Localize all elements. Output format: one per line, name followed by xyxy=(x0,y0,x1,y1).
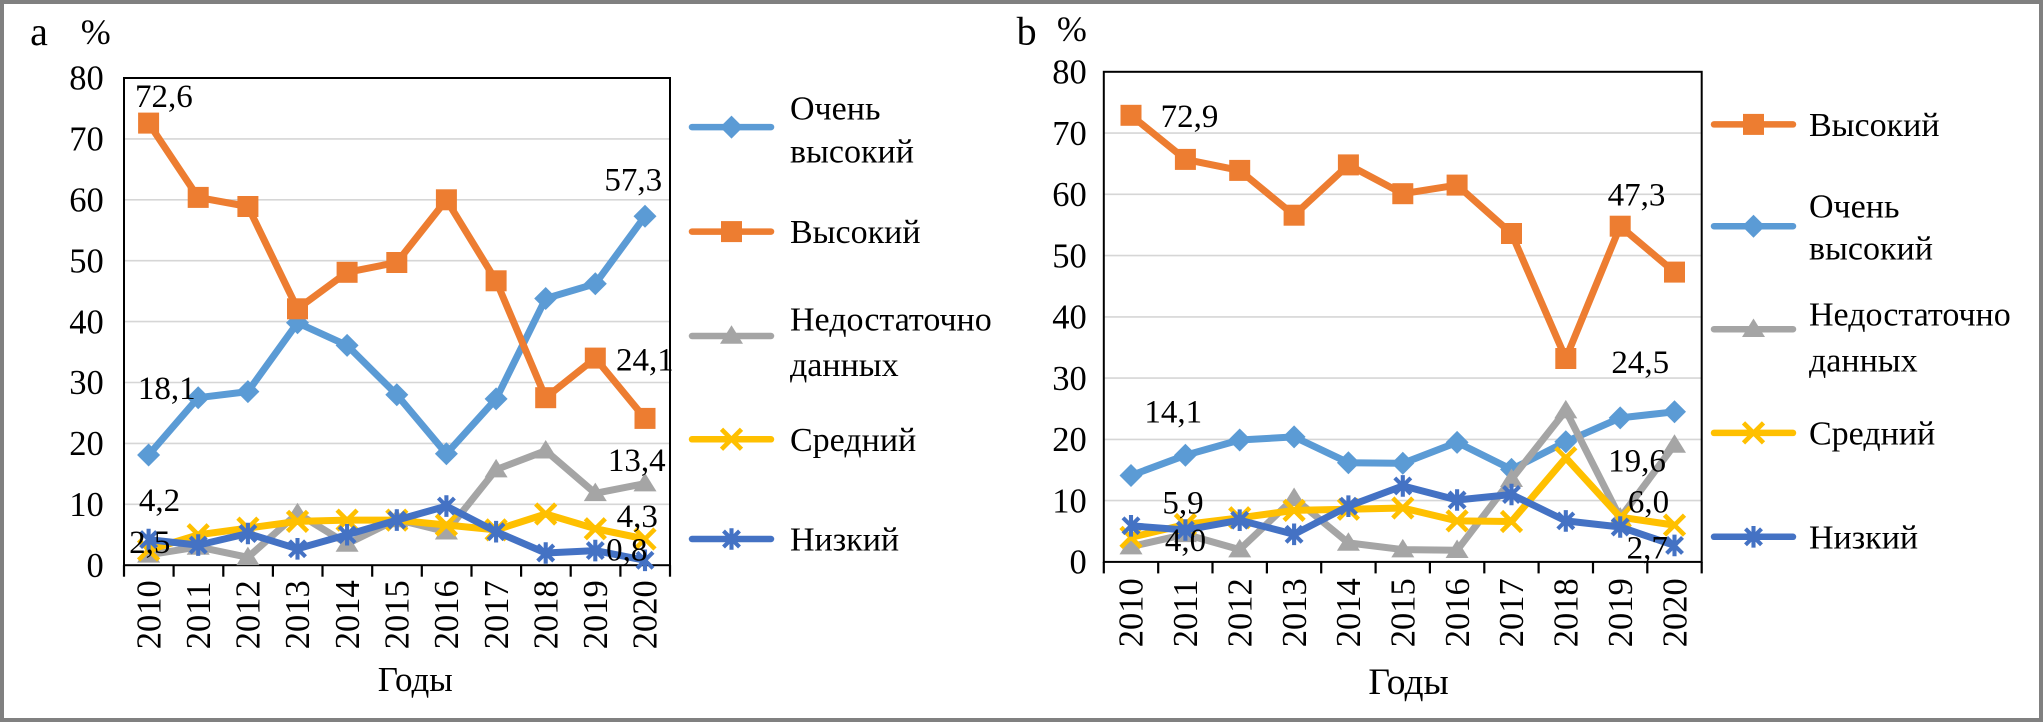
svg-text:72,6: 72,6 xyxy=(135,79,193,115)
svg-text:2014: 2014 xyxy=(1330,578,1368,647)
svg-text:5,9: 5,9 xyxy=(1162,486,1203,522)
svg-text:2,7: 2,7 xyxy=(1627,531,1668,567)
svg-text:Низкий: Низкий xyxy=(1809,520,1918,557)
svg-text:2012: 2012 xyxy=(230,580,268,649)
svg-text:10: 10 xyxy=(1052,482,1087,520)
svg-text:высокий: высокий xyxy=(790,134,914,171)
svg-text:40: 40 xyxy=(1052,299,1087,337)
svg-text:40: 40 xyxy=(69,303,104,341)
svg-text:2013: 2013 xyxy=(279,580,317,649)
svg-text:Средний: Средний xyxy=(1809,416,1935,453)
svg-text:2017: 2017 xyxy=(1493,578,1531,647)
svg-text:72,9: 72,9 xyxy=(1161,99,1219,135)
svg-text:10: 10 xyxy=(69,486,104,524)
svg-text:30: 30 xyxy=(69,364,104,402)
svg-text:24,1: 24,1 xyxy=(616,343,674,379)
svg-text:Годы: Годы xyxy=(1368,662,1448,703)
svg-text:50: 50 xyxy=(69,242,104,280)
svg-text:2016: 2016 xyxy=(1439,578,1477,647)
svg-text:2015: 2015 xyxy=(1385,578,1423,647)
svg-text:13,4: 13,4 xyxy=(608,443,666,479)
svg-text:50: 50 xyxy=(1052,237,1087,275)
svg-text:2,5: 2,5 xyxy=(129,525,170,561)
svg-text:4,0: 4,0 xyxy=(1165,523,1206,559)
svg-text:80: 80 xyxy=(1052,54,1087,92)
svg-text:2011: 2011 xyxy=(1167,579,1205,647)
svg-text:данных: данных xyxy=(1809,342,1918,379)
svg-text:2020: 2020 xyxy=(1656,578,1694,647)
svg-text:4,2: 4,2 xyxy=(139,483,180,519)
svg-text:2018: 2018 xyxy=(527,580,565,649)
svg-text:Низкий: Низкий xyxy=(790,522,899,559)
svg-text:6,0: 6,0 xyxy=(1628,485,1669,521)
svg-text:2018: 2018 xyxy=(1548,578,1586,647)
svg-text:2012: 2012 xyxy=(1221,578,1259,647)
svg-text:60: 60 xyxy=(1052,176,1087,214)
svg-text:высокий: высокий xyxy=(1809,231,1933,268)
svg-text:данных: данных xyxy=(790,347,899,384)
svg-text:20: 20 xyxy=(69,425,104,463)
svg-text:47,3: 47,3 xyxy=(1608,177,1666,213)
svg-text:Годы: Годы xyxy=(378,660,453,699)
svg-text:70: 70 xyxy=(69,121,104,159)
svg-text:a: a xyxy=(30,9,48,54)
svg-text:Недостаточно: Недостаточно xyxy=(1809,296,2011,333)
svg-text:Средний: Средний xyxy=(790,422,916,459)
svg-text:2019: 2019 xyxy=(1602,578,1640,647)
svg-text:2011: 2011 xyxy=(180,581,218,649)
svg-text:2020: 2020 xyxy=(627,580,665,649)
svg-text:%: % xyxy=(1057,9,1087,49)
svg-text:Очень: Очень xyxy=(790,91,880,128)
svg-text:Высокий: Высокий xyxy=(790,214,921,251)
svg-text:2016: 2016 xyxy=(428,580,466,649)
svg-text:19,6: 19,6 xyxy=(1608,444,1666,480)
svg-text:2019: 2019 xyxy=(577,580,615,649)
svg-text:70: 70 xyxy=(1052,115,1087,153)
svg-text:57,3: 57,3 xyxy=(604,163,662,199)
svg-text:2014: 2014 xyxy=(329,580,367,649)
svg-text:2010: 2010 xyxy=(130,580,168,649)
svg-text:0: 0 xyxy=(1070,544,1087,582)
svg-text:0: 0 xyxy=(86,547,103,585)
svg-text:60: 60 xyxy=(69,182,104,220)
svg-text:Высокий: Высокий xyxy=(1809,107,1940,144)
svg-text:Недостаточно: Недостаточно xyxy=(790,302,992,339)
svg-text:%: % xyxy=(81,12,111,52)
svg-text:20: 20 xyxy=(1052,421,1087,459)
svg-text:2013: 2013 xyxy=(1276,578,1314,647)
svg-text:30: 30 xyxy=(1052,360,1087,398)
svg-text:24,5: 24,5 xyxy=(1611,345,1669,381)
svg-text:2010: 2010 xyxy=(1113,578,1151,647)
svg-text:14,1: 14,1 xyxy=(1144,395,1202,431)
svg-text:b: b xyxy=(1017,9,1037,54)
svg-text:Очень: Очень xyxy=(1809,189,1899,226)
svg-text:2015: 2015 xyxy=(379,580,417,649)
svg-text:80: 80 xyxy=(69,60,104,98)
svg-text:2017: 2017 xyxy=(478,580,516,649)
svg-text:4,3: 4,3 xyxy=(617,499,658,535)
svg-text:18,1: 18,1 xyxy=(138,371,196,407)
svg-text:0,8: 0,8 xyxy=(606,532,647,568)
